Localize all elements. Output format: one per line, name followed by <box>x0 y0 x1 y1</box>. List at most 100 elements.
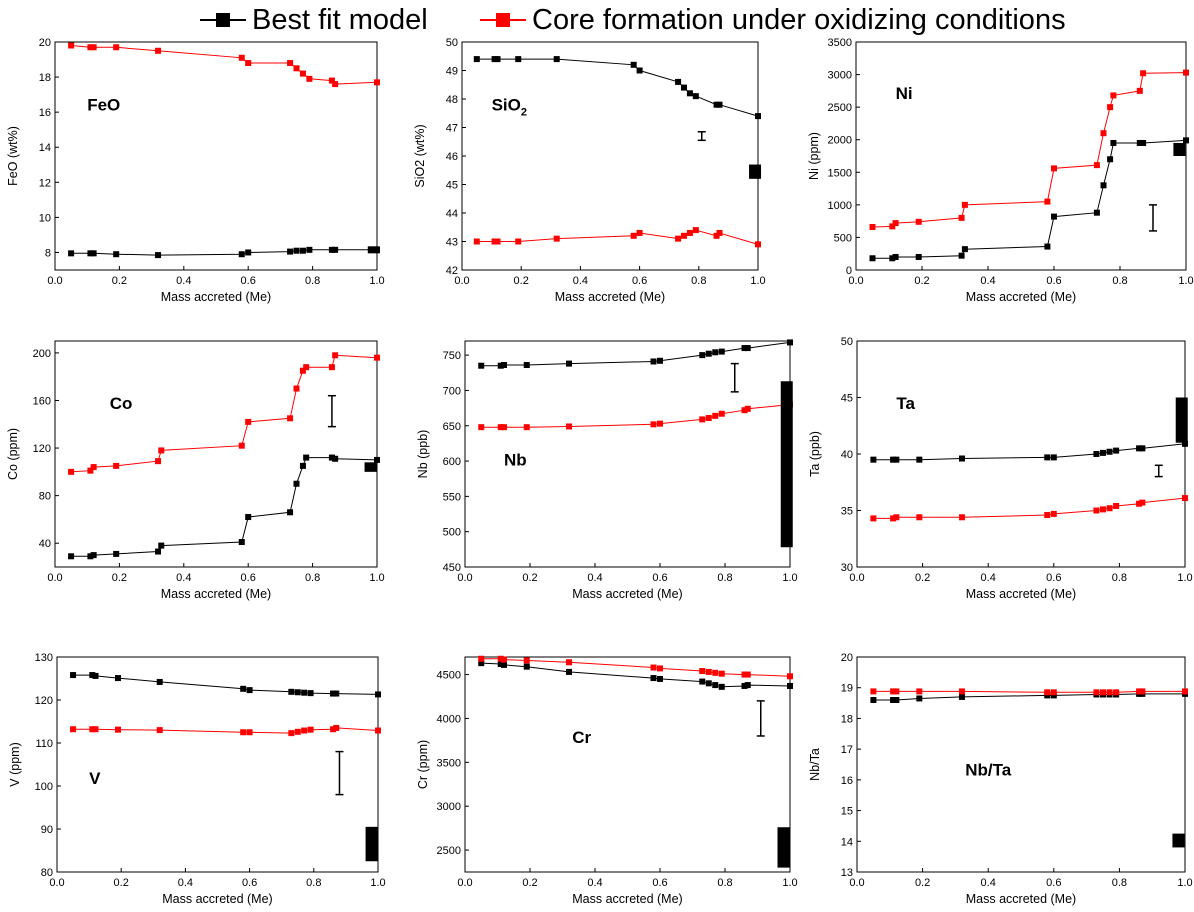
data-point <box>787 673 793 680</box>
data-point <box>330 690 337 697</box>
series-line <box>872 139 1187 259</box>
data-point <box>497 362 504 369</box>
data-point <box>1183 69 1189 76</box>
data-point <box>1050 689 1057 696</box>
x-tick-label: 0.0 <box>457 572 472 584</box>
data-point <box>787 339 793 346</box>
data-point <box>961 246 968 253</box>
data-point <box>958 693 965 700</box>
range-box <box>749 164 762 179</box>
data-point <box>501 424 507 431</box>
data-point <box>958 688 965 695</box>
series-line <box>71 354 378 473</box>
data-point <box>114 726 121 733</box>
data-point <box>553 56 560 63</box>
data-point <box>332 455 339 462</box>
data-point <box>501 661 507 668</box>
data-point <box>240 729 247 736</box>
data-point <box>890 688 897 695</box>
data-point <box>961 201 968 208</box>
y-tick-label: 110 <box>35 738 53 750</box>
data-point <box>1113 689 1120 696</box>
data-point <box>333 690 340 697</box>
data-point <box>497 661 504 668</box>
data-point <box>90 464 97 471</box>
y-tick-label: 40 <box>841 449 853 461</box>
y-tick-label: 48 <box>446 94 458 106</box>
data-point <box>478 424 485 431</box>
x-tick-label: 0.0 <box>457 877 472 889</box>
series-line <box>71 45 378 85</box>
data-point <box>712 412 719 419</box>
series-line <box>73 727 379 734</box>
data-point <box>1100 130 1107 137</box>
y-tick-label: 35 <box>841 506 853 518</box>
y-tick-label: 16 <box>39 107 51 119</box>
data-point <box>741 682 748 689</box>
y-axis-label: Co (ppm) <box>6 428 20 480</box>
legend-label: Core formation under oxidizing condition… <box>532 4 1066 36</box>
data-point <box>330 726 337 733</box>
data-point <box>1136 688 1143 695</box>
x-tick-label: 1.0 <box>1177 572 1192 584</box>
panel-element-label: Nb/Ta <box>965 760 1012 779</box>
data-point <box>494 238 501 245</box>
data-point <box>155 252 162 259</box>
data-point <box>650 675 657 682</box>
data-point <box>650 421 657 428</box>
data-point <box>90 552 97 559</box>
data-point <box>744 345 751 352</box>
x-tick-label: 0.0 <box>49 877 64 889</box>
y-tick-label: 20 <box>841 652 853 664</box>
series <box>68 42 380 88</box>
data-point <box>1110 92 1117 99</box>
y-tick-label: 3500 <box>437 757 461 769</box>
data-point <box>681 84 687 91</box>
y-tick-label: 4500 <box>437 670 461 682</box>
y-tick-label: 700 <box>443 385 461 397</box>
data-point <box>299 70 306 77</box>
data-point <box>1044 689 1051 696</box>
plot-frame <box>56 656 379 873</box>
data-point <box>1093 209 1100 216</box>
chart-svg: 0.0 0.2 0.4 0.6 0.8 1.0 2500 3000 3500 4000 4500 Ma… <box>416 655 798 906</box>
x-tick-label: 1.0 <box>750 275 765 287</box>
panel-element-label: Co <box>110 394 133 413</box>
y-tick-label: 0 <box>846 265 852 277</box>
y-tick-label: 100 <box>35 781 53 793</box>
data-point <box>68 250 75 257</box>
data-point <box>1050 692 1057 699</box>
legend: Best fit model Core formation under oxidi… <box>0 0 1194 40</box>
series <box>870 440 1188 463</box>
data-point <box>630 61 637 68</box>
chart-svg: 0.0 0.2 0.4 0.6 0.8 1.0 42 43 44 45 46 47 48 49 50 Mass… <box>413 37 766 304</box>
series-line <box>481 662 791 688</box>
series-line <box>71 457 378 557</box>
y-tick-label: 49 <box>446 66 458 78</box>
data-point <box>890 697 897 703</box>
x-tick-label: 0.4 <box>176 572 191 584</box>
series <box>68 454 380 560</box>
data-point <box>328 364 335 371</box>
data-point <box>70 726 77 733</box>
x-axis-label: Mass accreted (Me) <box>161 587 271 601</box>
data-point <box>705 668 712 675</box>
legend-item: Best fit model <box>200 2 428 38</box>
chart-svg: 0.0 0.2 0.4 0.6 0.8 1.0 40 80 120 160 200 Mass accr… <box>6 340 385 601</box>
series <box>478 660 793 690</box>
data-point <box>892 220 899 227</box>
y-axis-label: V (ppm) <box>8 742 22 786</box>
panel-element-label: Nb <box>504 450 527 469</box>
data-point <box>1106 505 1113 512</box>
y-tick-label: 40 <box>39 538 51 550</box>
data-point <box>245 249 252 256</box>
data-point <box>889 255 896 262</box>
series <box>473 227 761 248</box>
data-point <box>1051 213 1057 220</box>
chart-panel: 0.0 0.2 0.4 0.6 0.8 1.0 42 43 44 45 46 47 48 49 50 Mass… <box>406 37 766 310</box>
data-point <box>156 678 163 685</box>
series-line <box>873 693 1185 701</box>
y-tick-label: 450 <box>443 562 461 574</box>
data-point <box>246 687 253 694</box>
data-point <box>716 101 723 108</box>
